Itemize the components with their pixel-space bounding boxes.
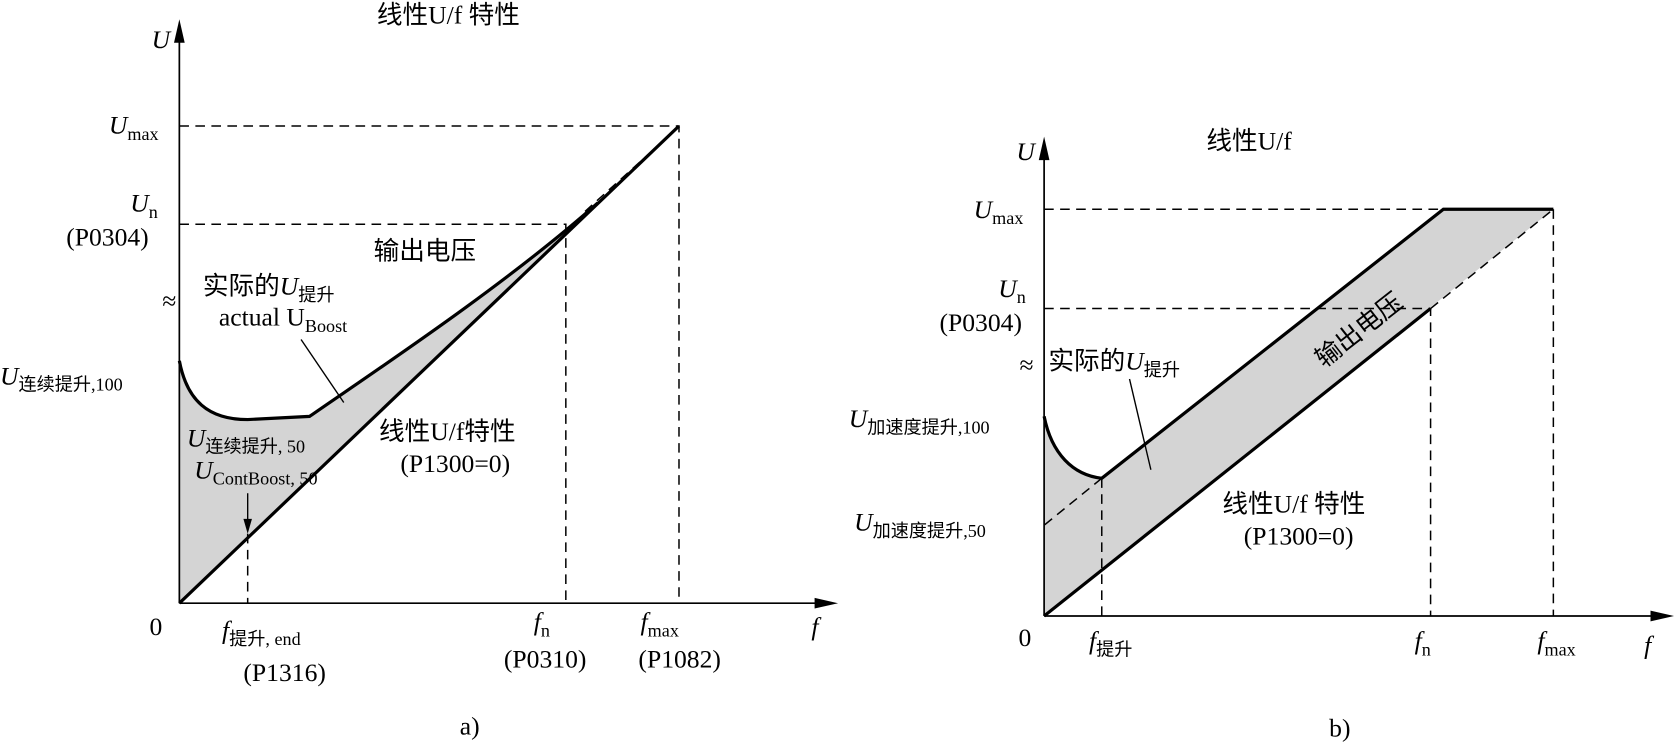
param-label: (P1300=0)	[1244, 521, 1354, 550]
approx-symbol: ≈	[1020, 351, 1034, 380]
label-part: U	[849, 404, 869, 433]
param-label: (P0304)	[66, 223, 149, 252]
label-part: U	[1125, 346, 1145, 375]
f-n-label: fn	[534, 607, 550, 640]
f-n-label: fn	[1415, 626, 1431, 659]
label-part: max	[648, 620, 679, 640]
label-part: n	[1017, 287, 1026, 307]
arrow	[814, 597, 839, 609]
label-part: f	[1089, 626, 1100, 655]
label-part: f	[222, 615, 233, 644]
linear-characteristic	[1043, 307, 1432, 618]
label-part: 加速度提升,100	[867, 417, 989, 437]
cont-boost-50-label: U连续提升, 50	[187, 423, 305, 456]
accel-boost-100-label: U加速度提升,100	[849, 404, 990, 437]
param-label: (P0304)	[939, 308, 1022, 337]
label-part: 提升, end	[229, 629, 300, 649]
leader-line	[300, 339, 345, 403]
label-part: U	[854, 508, 874, 537]
linear-characteristic	[178, 124, 681, 605]
label-part: 提升	[1144, 360, 1180, 380]
arrow	[243, 518, 252, 534]
label-part: f	[1537, 626, 1548, 655]
label-part: 提升	[1096, 640, 1132, 660]
cont-boost-50-en-label: UContBoost, 50	[194, 455, 317, 488]
output-voltage-curve	[177, 201, 599, 422]
label-part: f	[1415, 626, 1426, 655]
param-label: (P0310)	[504, 644, 587, 673]
label-part: U	[187, 423, 207, 452]
label-part: 实际的	[203, 272, 280, 301]
panel-a: 线性U/f 特性 U f 0 Umax Un (P0304) ≈ 实际的U提升 …	[0, 0, 839, 741]
f-max-label: fmax	[641, 607, 679, 640]
x-axis-label: f	[811, 612, 822, 641]
label-part: U	[998, 274, 1018, 303]
y-axis-label: U	[1016, 137, 1036, 166]
panel-b: 线性U/f U f 0 Umax Un (P0304) ≈ 实际的U提升 输出电…	[849, 126, 1674, 742]
cont-boost-100-label: U连续提升,100	[0, 361, 123, 394]
label-part: n	[1422, 640, 1431, 660]
linear-label: 线性U/f 特性	[1222, 489, 1365, 518]
boost-label: 实际的U提升	[203, 272, 335, 305]
label-part: U	[974, 195, 994, 224]
param-label: (P1316)	[243, 658, 326, 687]
u-max-label: Umax	[109, 110, 159, 143]
param-label: (P1082)	[638, 644, 721, 673]
approx-symbol: ≈	[162, 287, 176, 316]
param-label: (P1300=0)	[400, 449, 510, 478]
caption: b)	[1329, 714, 1350, 742]
arrow	[1650, 610, 1674, 622]
label-part: 实际的	[1048, 346, 1125, 375]
u-max-label: Umax	[974, 195, 1024, 228]
accel-boost-50-label: U加速度提升,50	[854, 508, 986, 541]
origin-label: 0	[149, 612, 162, 641]
leader-line	[1128, 378, 1152, 470]
guide-line	[1430, 208, 1554, 310]
caption: a)	[460, 712, 480, 741]
f-boost-end-label: f提升, end	[222, 615, 301, 648]
output-voltage-curve	[1042, 207, 1554, 480]
label-part: f	[534, 607, 545, 636]
label-part: U	[194, 455, 214, 484]
label-part: U	[280, 272, 300, 301]
label-part: U	[109, 110, 129, 139]
label-part: ContBoost	[213, 469, 291, 489]
label-part: 连续提升, 50	[205, 437, 305, 457]
origin-label: 0	[1018, 623, 1031, 652]
title: 线性U/f	[1206, 126, 1292, 155]
label-part: max	[127, 124, 158, 144]
arrow	[174, 19, 185, 43]
label-part: f	[641, 607, 652, 636]
label-part: U	[0, 361, 20, 390]
label-part: max	[992, 208, 1023, 228]
x-axis-label: f	[1644, 630, 1655, 659]
label-part: 加速度提升,50	[873, 521, 986, 541]
label-part: Boost	[305, 316, 347, 336]
arrow	[1038, 136, 1050, 161]
guide-line	[179, 223, 567, 604]
label-part: actual U	[219, 303, 305, 332]
label-part: U	[130, 188, 150, 217]
boost-label: 实际的U提升	[1048, 346, 1180, 379]
label-part: max	[1544, 640, 1575, 660]
linear-label: 线性U/f特性	[379, 417, 516, 446]
label-part: n	[541, 620, 550, 640]
label-part: , 50	[290, 469, 317, 489]
f-max-label: fmax	[1537, 626, 1575, 659]
label-part: 提升	[298, 285, 334, 305]
boost-label-en: actual UBoost	[219, 303, 347, 336]
title: 线性U/f 特性	[377, 0, 520, 29]
guide-line	[1043, 477, 1103, 526]
u-n-label: Un	[998, 274, 1026, 307]
y-axis-label: U	[152, 25, 172, 54]
output-voltage-label: 输出电压	[374, 236, 476, 265]
label-part: n	[149, 202, 158, 222]
f-boost-label: f提升	[1089, 626, 1132, 659]
label-part: 连续提升,100	[19, 375, 123, 395]
u-n-label: Un	[130, 188, 158, 221]
